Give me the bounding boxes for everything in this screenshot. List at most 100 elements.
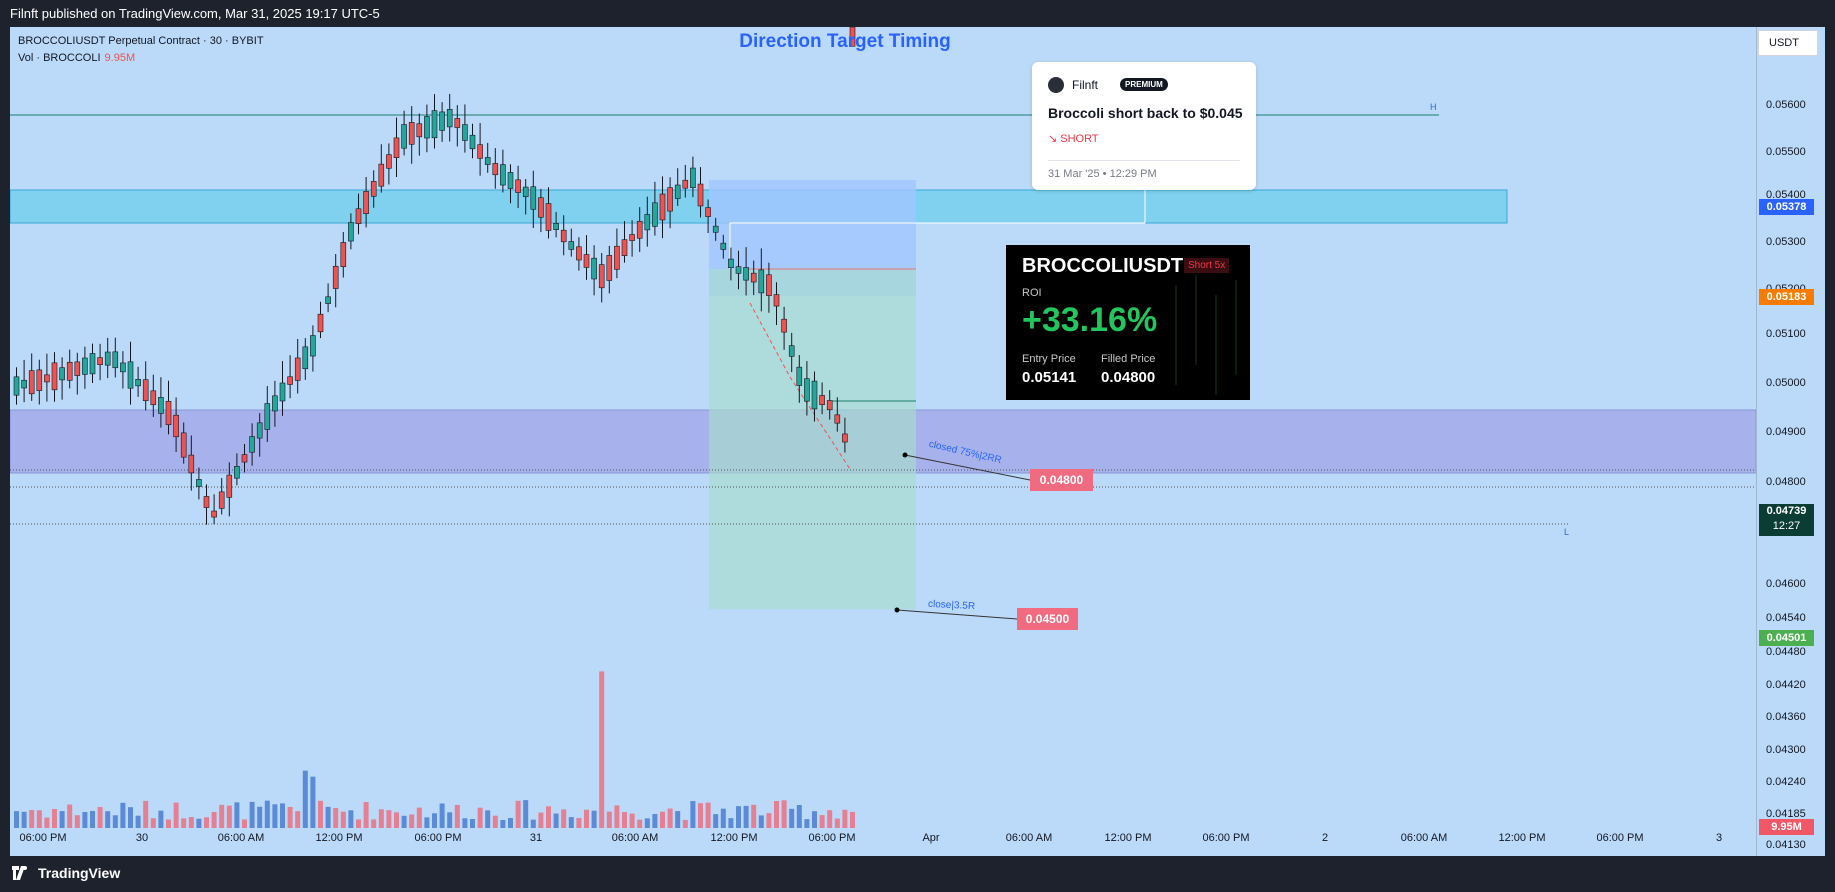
volume-bar <box>21 811 27 828</box>
candle-body <box>416 123 423 138</box>
volume-bar <box>796 804 802 828</box>
price-tick-label: 0.05600 <box>1766 99 1806 111</box>
high-marker: H <box>1430 102 1437 112</box>
candle-body <box>614 245 620 270</box>
time-tick-label: 31 <box>529 832 543 844</box>
time-tick-label: 30 <box>135 832 149 844</box>
symbol-legend[interactable]: BROCCOLIUSDT Perpetual Contract · 30 · B… <box>18 35 264 47</box>
tp1-price-label[interactable]: 0.04800 <box>1030 469 1093 491</box>
candle-body <box>82 357 88 375</box>
candle-body <box>165 400 172 426</box>
price-flag: 0.05183 <box>1759 289 1814 305</box>
candle-body <box>530 186 537 210</box>
time-tick-label: 06:00 PM <box>414 832 462 844</box>
tp1-dot <box>902 452 908 458</box>
candle-body <box>97 357 103 365</box>
candle-body <box>363 191 369 214</box>
time-tick-label: 06:00 PM <box>19 832 67 844</box>
author-avatar <box>1048 77 1064 93</box>
price-tick-label: 0.04480 <box>1766 646 1806 658</box>
volume-legend[interactable]: Vol · BROCCOLI 9.95M <box>18 52 135 64</box>
currency-button[interactable]: USDT <box>1758 30 1818 56</box>
volume-bar <box>310 776 316 828</box>
volume-bar <box>264 800 270 828</box>
price-tick-label: 0.05000 <box>1766 377 1806 389</box>
price-flag: 0.04739 12:27 <box>1759 504 1814 536</box>
price-flag: 0.05378 <box>1759 199 1814 215</box>
idea-author[interactable]: Filnft <box>1072 78 1099 92</box>
candle-body <box>644 214 651 231</box>
tradingview-logo[interactable]: TradingView <box>10 865 120 881</box>
time-tick-label: 06:00 AM <box>1005 832 1053 844</box>
volume-bar <box>348 810 354 828</box>
volume-bar <box>758 815 764 828</box>
time-tick-label: 12:00 PM <box>710 832 758 844</box>
volume-bar <box>173 802 179 828</box>
volume-bar <box>606 811 612 828</box>
candle-body <box>180 432 187 458</box>
volume-bar <box>378 809 384 828</box>
volume-bar <box>789 808 795 828</box>
volume-bar <box>660 811 665 828</box>
chart-area[interactable]: BROCCOLIUSDT Perpetual Contract · 30 · B… <box>10 27 1756 856</box>
volume-bar <box>743 805 749 828</box>
candle-body <box>667 187 673 212</box>
volume-bar <box>36 810 42 828</box>
volume-bar <box>538 812 544 828</box>
candle-body <box>51 362 58 391</box>
candle-body <box>150 390 157 406</box>
volume-bar <box>637 819 643 828</box>
volume-bar <box>242 819 247 828</box>
filled-price-label: Filled Price <box>1101 353 1156 365</box>
candle-body <box>804 378 810 402</box>
price-tick-label: 0.04185 <box>1766 808 1806 820</box>
volume-bar <box>629 813 635 828</box>
candle-body <box>158 397 164 414</box>
volume-bar <box>827 810 833 828</box>
candle-body <box>13 376 20 396</box>
roi-label: ROI <box>1022 287 1042 299</box>
volume-bar <box>454 804 460 828</box>
volume-bar <box>667 808 673 828</box>
candle-body <box>211 510 217 518</box>
volume-bar <box>705 802 711 828</box>
price-tick-label: 0.05500 <box>1766 146 1806 158</box>
volume-bar <box>120 802 126 828</box>
candle-body <box>781 318 787 333</box>
time-tick-label: 12:00 PM <box>315 832 363 844</box>
candle-body <box>522 186 529 198</box>
candle-body <box>652 202 658 227</box>
candle-body <box>370 181 377 197</box>
roi-symbol: BROCCOLIUSDT <box>1022 255 1184 277</box>
candle-body <box>842 433 848 443</box>
candle-body <box>439 111 445 131</box>
idea-title[interactable]: Broccoli short back to $0.045 <box>1048 105 1243 121</box>
candle-body <box>378 163 385 187</box>
low-marker: L <box>1564 527 1570 537</box>
candle-body <box>834 414 841 424</box>
volume-bar <box>500 819 506 828</box>
candle-body <box>249 436 255 453</box>
volume-bar <box>44 817 50 828</box>
tradingview-icon <box>12 866 27 880</box>
volume-bar <box>340 811 346 828</box>
volume-bar <box>416 807 422 828</box>
price-axis[interactable]: 0.056000.055000.054000.053000.052000.051… <box>1756 27 1826 856</box>
chart-canvas[interactable] <box>10 27 1756 856</box>
idea-card[interactable]: Filnft PREMIUM Broccoli short back to $0… <box>1032 62 1256 190</box>
volume-bar <box>287 806 293 828</box>
candle-body <box>743 267 749 281</box>
candle-body <box>203 496 210 508</box>
candle-body <box>484 157 491 165</box>
candle-body <box>317 313 324 333</box>
tp2-price-label[interactable]: 0.04500 <box>1017 608 1078 630</box>
candle-body <box>234 466 240 479</box>
candle-body <box>705 207 711 217</box>
time-tick-label: 06:00 PM <box>1202 832 1250 844</box>
volume-bar <box>302 770 308 828</box>
volume-bar <box>424 817 430 828</box>
volume-bar <box>568 817 574 828</box>
chart-title-text[interactable]: Direction Target Timing <box>739 31 951 52</box>
candle-body <box>393 137 400 159</box>
published-text: Filnft published on TradingView.com, Mar… <box>10 6 380 21</box>
